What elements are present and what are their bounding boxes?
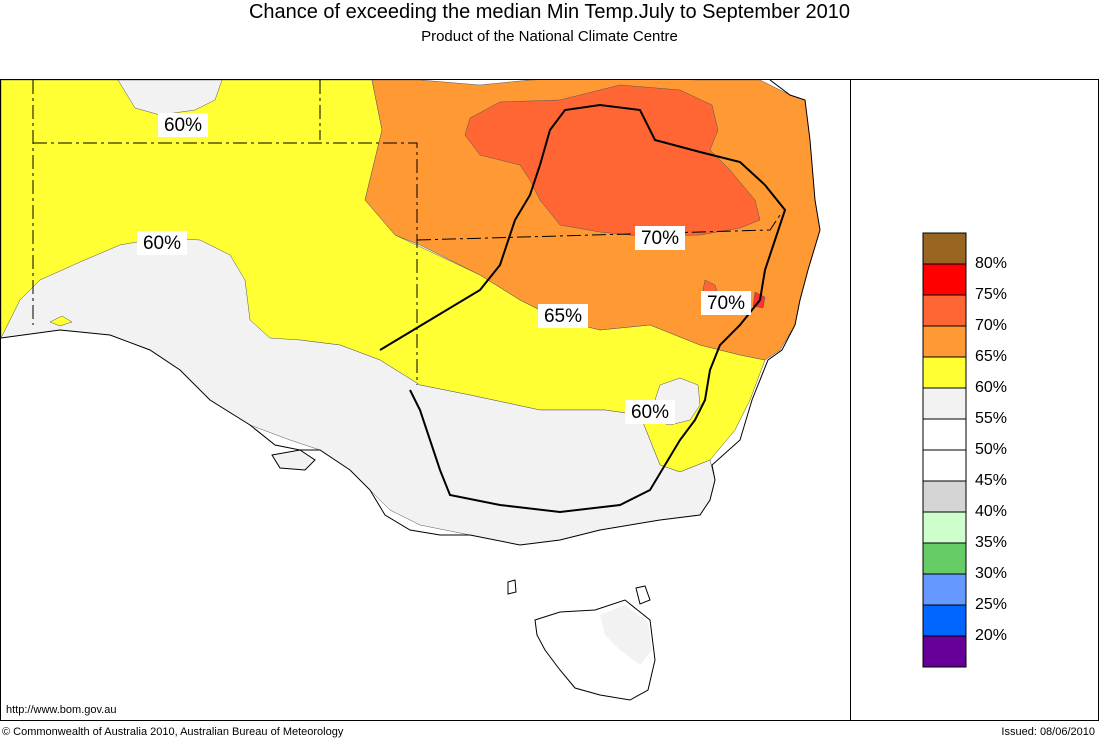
legend-label: 70%	[975, 317, 1007, 334]
legend-label: 40%	[975, 503, 1007, 520]
legend-label: 65%	[975, 348, 1007, 365]
legend-swatch	[922, 480, 967, 513]
legend-swatch	[922, 542, 967, 575]
kangaroo-island	[271, 449, 316, 471]
legend-label: 45%	[975, 472, 1007, 489]
legend-label: 25%	[975, 596, 1007, 613]
contour-label: 70%	[641, 228, 679, 249]
legend-label: 20%	[975, 627, 1007, 644]
legend-swatch	[922, 449, 967, 482]
map-title: Chance of exceeding the median Min Temp.…	[248, 1, 851, 23]
coastline	[1, 80, 821, 546]
map-subtitle: Product of the National Climate Centre	[421, 28, 678, 45]
contour-label: 60%	[164, 115, 202, 136]
legend-swatch	[922, 232, 967, 265]
legend-label: 75%	[975, 286, 1007, 303]
legend-swatch	[922, 511, 967, 544]
legend-swatch	[922, 263, 967, 296]
contour-labels: 60% 60% 70% 70% 65% 60%	[137, 113, 751, 424]
legend-swatch	[922, 635, 967, 668]
source-url[interactable]: http://www.bom.gov.au	[6, 704, 117, 716]
legend: 80% 75% 70% 65% 60% 55% 50% 45% 40% 35% 30% 25% 20%	[922, 232, 1007, 668]
river-border	[379, 103, 787, 514]
legend-frame	[850, 79, 1099, 721]
legend-label: 80%	[975, 255, 1007, 272]
contour-label: 60%	[631, 402, 669, 423]
flinders-island	[635, 585, 651, 605]
legend-swatch	[922, 325, 967, 358]
probability-zone-55-60	[117, 80, 223, 116]
legend-label: 30%	[975, 565, 1007, 582]
map-area	[1, 80, 850, 720]
ocean-mask	[1, 80, 850, 720]
legend-label: 55%	[975, 410, 1007, 427]
contour-label: 65%	[544, 306, 582, 327]
legend-swatch	[922, 573, 967, 606]
contour-label: 70%	[707, 293, 745, 314]
legend-swatch	[922, 387, 967, 420]
legend-swatch	[922, 604, 967, 637]
probability-zone-55-60	[1, 237, 716, 546]
legend-swatch	[922, 418, 967, 451]
legend-label: 50%	[975, 441, 1007, 458]
contour-label: 60%	[143, 233, 181, 254]
bass-strait-island	[507, 579, 517, 595]
legend-label: 35%	[975, 534, 1007, 551]
probability-zone-70-75	[464, 84, 761, 237]
tasmania-zone	[600, 605, 652, 665]
issued-date: Issued: 08/06/2010	[1001, 726, 1095, 738]
legend-swatch	[922, 356, 967, 389]
legend-label: 60%	[975, 379, 1007, 396]
state-border	[32, 80, 781, 385]
legend-swatch	[922, 294, 967, 327]
copyright-notice: © Commonwealth of Australia 2010, Austra…	[2, 726, 344, 738]
probability-zone-60-65-patch	[49, 315, 73, 327]
